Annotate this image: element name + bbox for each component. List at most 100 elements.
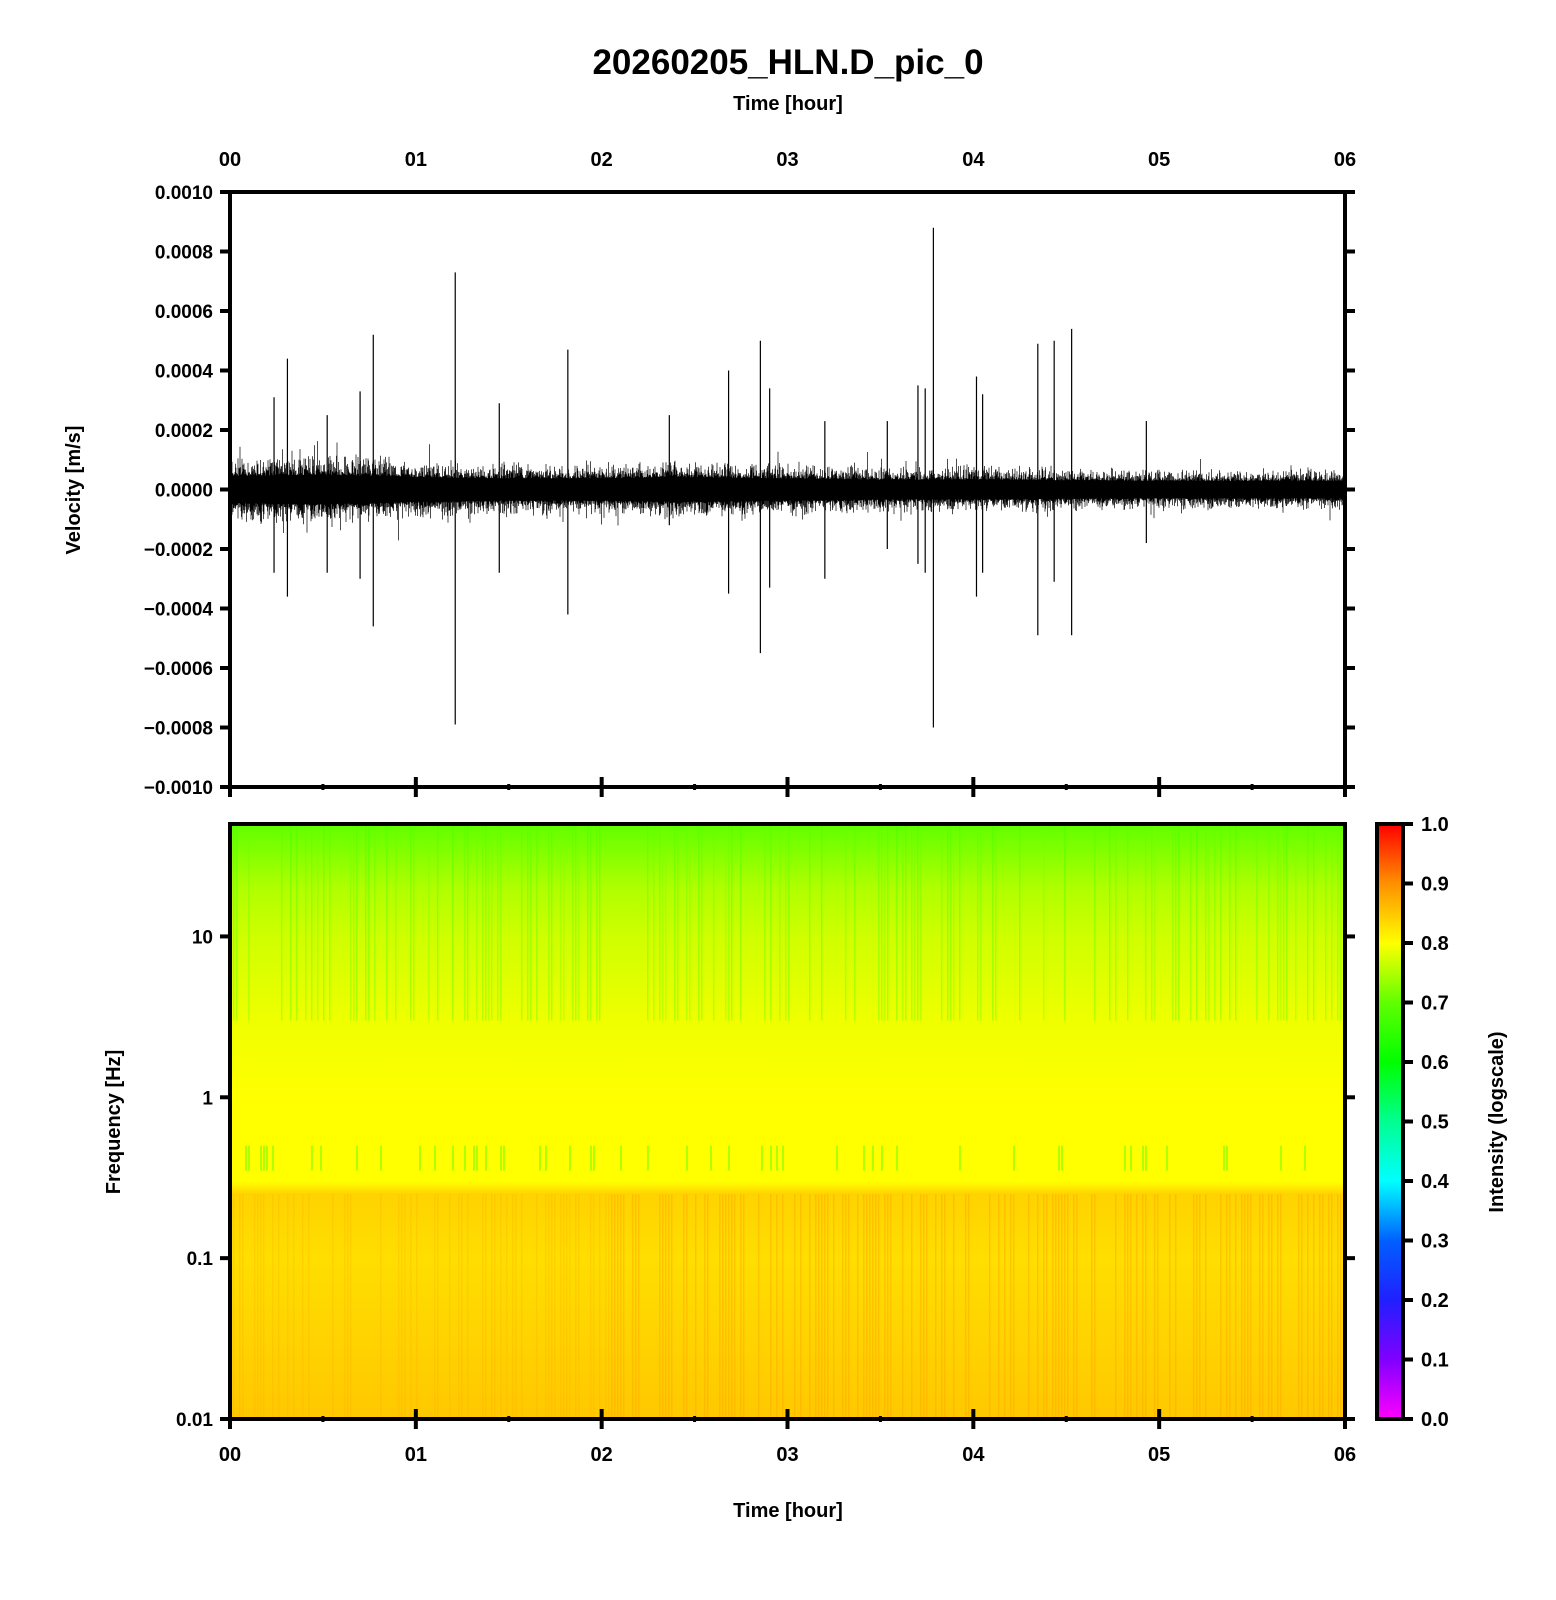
spectrogram-column (1043, 824, 1045, 1021)
spectrogram-column (605, 1194, 607, 1419)
spectrogram-column (263, 1145, 265, 1171)
spectrogram-column (635, 1194, 637, 1419)
spectrogram-column (728, 824, 730, 1021)
spectrogram-column (914, 824, 916, 1021)
spectrogram-column (437, 1194, 439, 1419)
spectrogram-column (1280, 1194, 1282, 1419)
spectrogram-column (1199, 1194, 1201, 1419)
spectrogram-column (260, 1145, 262, 1171)
spectrogram-column (902, 824, 904, 1021)
spectrogram-column (1220, 1194, 1222, 1419)
spectrogram-column (941, 824, 943, 1021)
spectrogram-column (788, 824, 790, 1021)
spectrogram-column (947, 824, 949, 1021)
spectrogram-column (257, 1194, 259, 1419)
spectrogram-column (1064, 1194, 1066, 1419)
spectrogram-column (563, 1194, 565, 1419)
spectrogram-column (560, 1194, 562, 1419)
spectrogram-column (710, 1145, 712, 1171)
waveform-y-tick-label: 0.0002 (155, 421, 213, 442)
waveform-y-tick-label: −0.0004 (144, 600, 214, 621)
spectrogram-column (587, 824, 589, 1021)
colorbar-tick-label: 1.0 (1421, 814, 1449, 836)
spectrogram-column (743, 1194, 745, 1419)
spectrogram-column (410, 1194, 412, 1419)
spectrogram-column (1004, 1194, 1006, 1419)
spectrogram-column (1115, 1194, 1117, 1419)
spectrogram-column (380, 1145, 382, 1171)
spectrogram-column (1250, 1194, 1252, 1419)
spectrogram-column (965, 1194, 967, 1419)
spectrogram-column (260, 1194, 262, 1419)
spectrogram-column (785, 824, 787, 1021)
spectrogram-column (725, 824, 727, 1021)
spectrogram-column (1145, 824, 1147, 1021)
spectrogram-column (1052, 1194, 1054, 1419)
spectrogram-column (1304, 1145, 1306, 1171)
spectrogram-column (1247, 1194, 1249, 1419)
spectrogram-column (347, 1194, 349, 1419)
spectrogram-column (1166, 1145, 1168, 1171)
spectrogram-column (704, 1194, 706, 1419)
spectrogram-column (566, 1194, 568, 1419)
bottom-x-tick-label: 00 (219, 1444, 241, 1466)
spectrogram-column (554, 1194, 556, 1419)
spectrogram-column (686, 1194, 688, 1419)
waveform-y-tick-label: −0.0008 (144, 719, 213, 740)
spectrogram-column (1061, 1194, 1063, 1419)
spectrogram-column (740, 1194, 742, 1419)
spectrogram-column (1145, 1194, 1147, 1419)
spectrogram-column (1280, 1145, 1282, 1171)
spectrogram-column (1010, 1194, 1012, 1419)
spectrogram-column (872, 1194, 874, 1419)
spectrogram-column (551, 824, 553, 1021)
spectrogram-column (1175, 1194, 1177, 1419)
spectrogram-column (1127, 824, 1129, 1021)
spectrogram-column (1196, 824, 1198, 1021)
spectrogram-column (920, 1194, 922, 1419)
spectrogram-column (881, 1145, 883, 1171)
spectrogram-column (233, 824, 235, 1021)
spectrogram-column (848, 1194, 850, 1419)
spectrogram-column (497, 824, 499, 1021)
spectrogram-column (1109, 824, 1111, 1021)
spectrogram-column (593, 1145, 595, 1171)
spectrogram-column (485, 1194, 487, 1419)
frequency-y-tick-label: 0.01 (176, 1410, 213, 1431)
spectrogram-column (476, 824, 478, 1021)
spectrogram-column (311, 824, 313, 1021)
spectrogram-column (593, 1194, 595, 1419)
spectrogram-column (515, 1194, 517, 1419)
spectrogram-column (1169, 1194, 1171, 1419)
spectrogram-column (707, 1194, 709, 1419)
spectrogram-column (1064, 824, 1066, 1021)
spectrogram-column (308, 1194, 310, 1419)
spectrogram-column (578, 824, 580, 1021)
spectrogram-column (1313, 1194, 1315, 1419)
spectrogram-column (857, 1194, 859, 1419)
spectrogram-column (620, 1145, 622, 1171)
spectrogram-column (491, 1194, 493, 1419)
spectrogram-column (1046, 1194, 1048, 1419)
spectrogram-column (869, 1194, 871, 1419)
spectrogram-column (968, 1194, 970, 1419)
spectrogram-column (1190, 824, 1192, 1021)
spectrogram-column (575, 824, 577, 1021)
spectrogram-column (245, 1145, 247, 1171)
spectrogram-column (272, 1194, 274, 1419)
spectrogram-column (1013, 1194, 1015, 1419)
spectrogram-column (647, 1145, 649, 1171)
spectrogram-column (698, 824, 700, 1021)
spectrogram-column (1280, 824, 1282, 1021)
spectrogram-column (482, 824, 484, 1021)
spectrogram-column (1226, 1194, 1228, 1419)
spectrogram-column (365, 824, 367, 1021)
spectrogram-column (911, 824, 913, 1021)
spectrogram-column (632, 1194, 634, 1419)
spectrogram-column (1151, 824, 1153, 1021)
spectrogram-column (452, 1145, 454, 1171)
spectrogram-column (1157, 1194, 1159, 1419)
spectrogram-column (1271, 1194, 1273, 1419)
spectrogram-column (1322, 1194, 1324, 1419)
bottom-x-tick-label: 02 (591, 1444, 613, 1466)
